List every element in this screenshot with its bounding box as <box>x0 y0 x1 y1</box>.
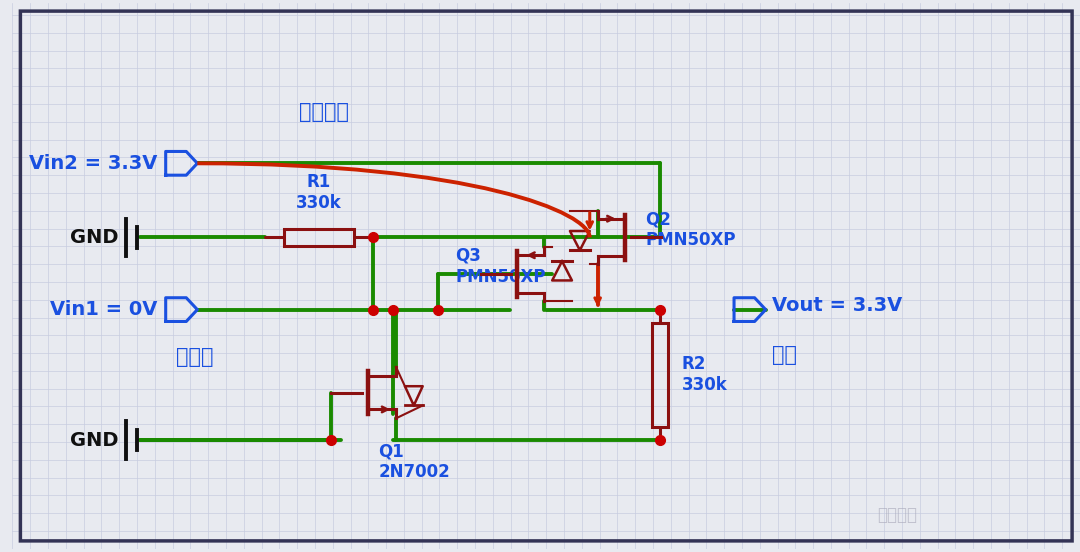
Text: Q3
PMN50XP: Q3 PMN50XP <box>456 247 545 285</box>
Text: 外部电源: 外部电源 <box>299 102 349 122</box>
Text: GND: GND <box>70 431 118 449</box>
Text: Vin1 = 0V: Vin1 = 0V <box>51 300 158 319</box>
Text: Vout = 3.3V: Vout = 3.3V <box>771 296 902 315</box>
Text: 输出: 输出 <box>771 345 797 365</box>
Text: GND: GND <box>70 228 118 247</box>
Bar <box>284 229 353 246</box>
Bar <box>651 323 669 427</box>
Text: Q1
2N7002: Q1 2N7002 <box>378 442 450 481</box>
Text: 芯片之家: 芯片之家 <box>877 506 917 524</box>
Text: Vin2 = 3.3V: Vin2 = 3.3V <box>29 154 158 173</box>
Text: Q2
PMN50XP: Q2 PMN50XP <box>645 210 735 249</box>
Text: 主电源: 主电源 <box>176 347 213 367</box>
Text: R1
330k: R1 330k <box>296 173 341 212</box>
Text: R2
330k: R2 330k <box>681 355 728 394</box>
